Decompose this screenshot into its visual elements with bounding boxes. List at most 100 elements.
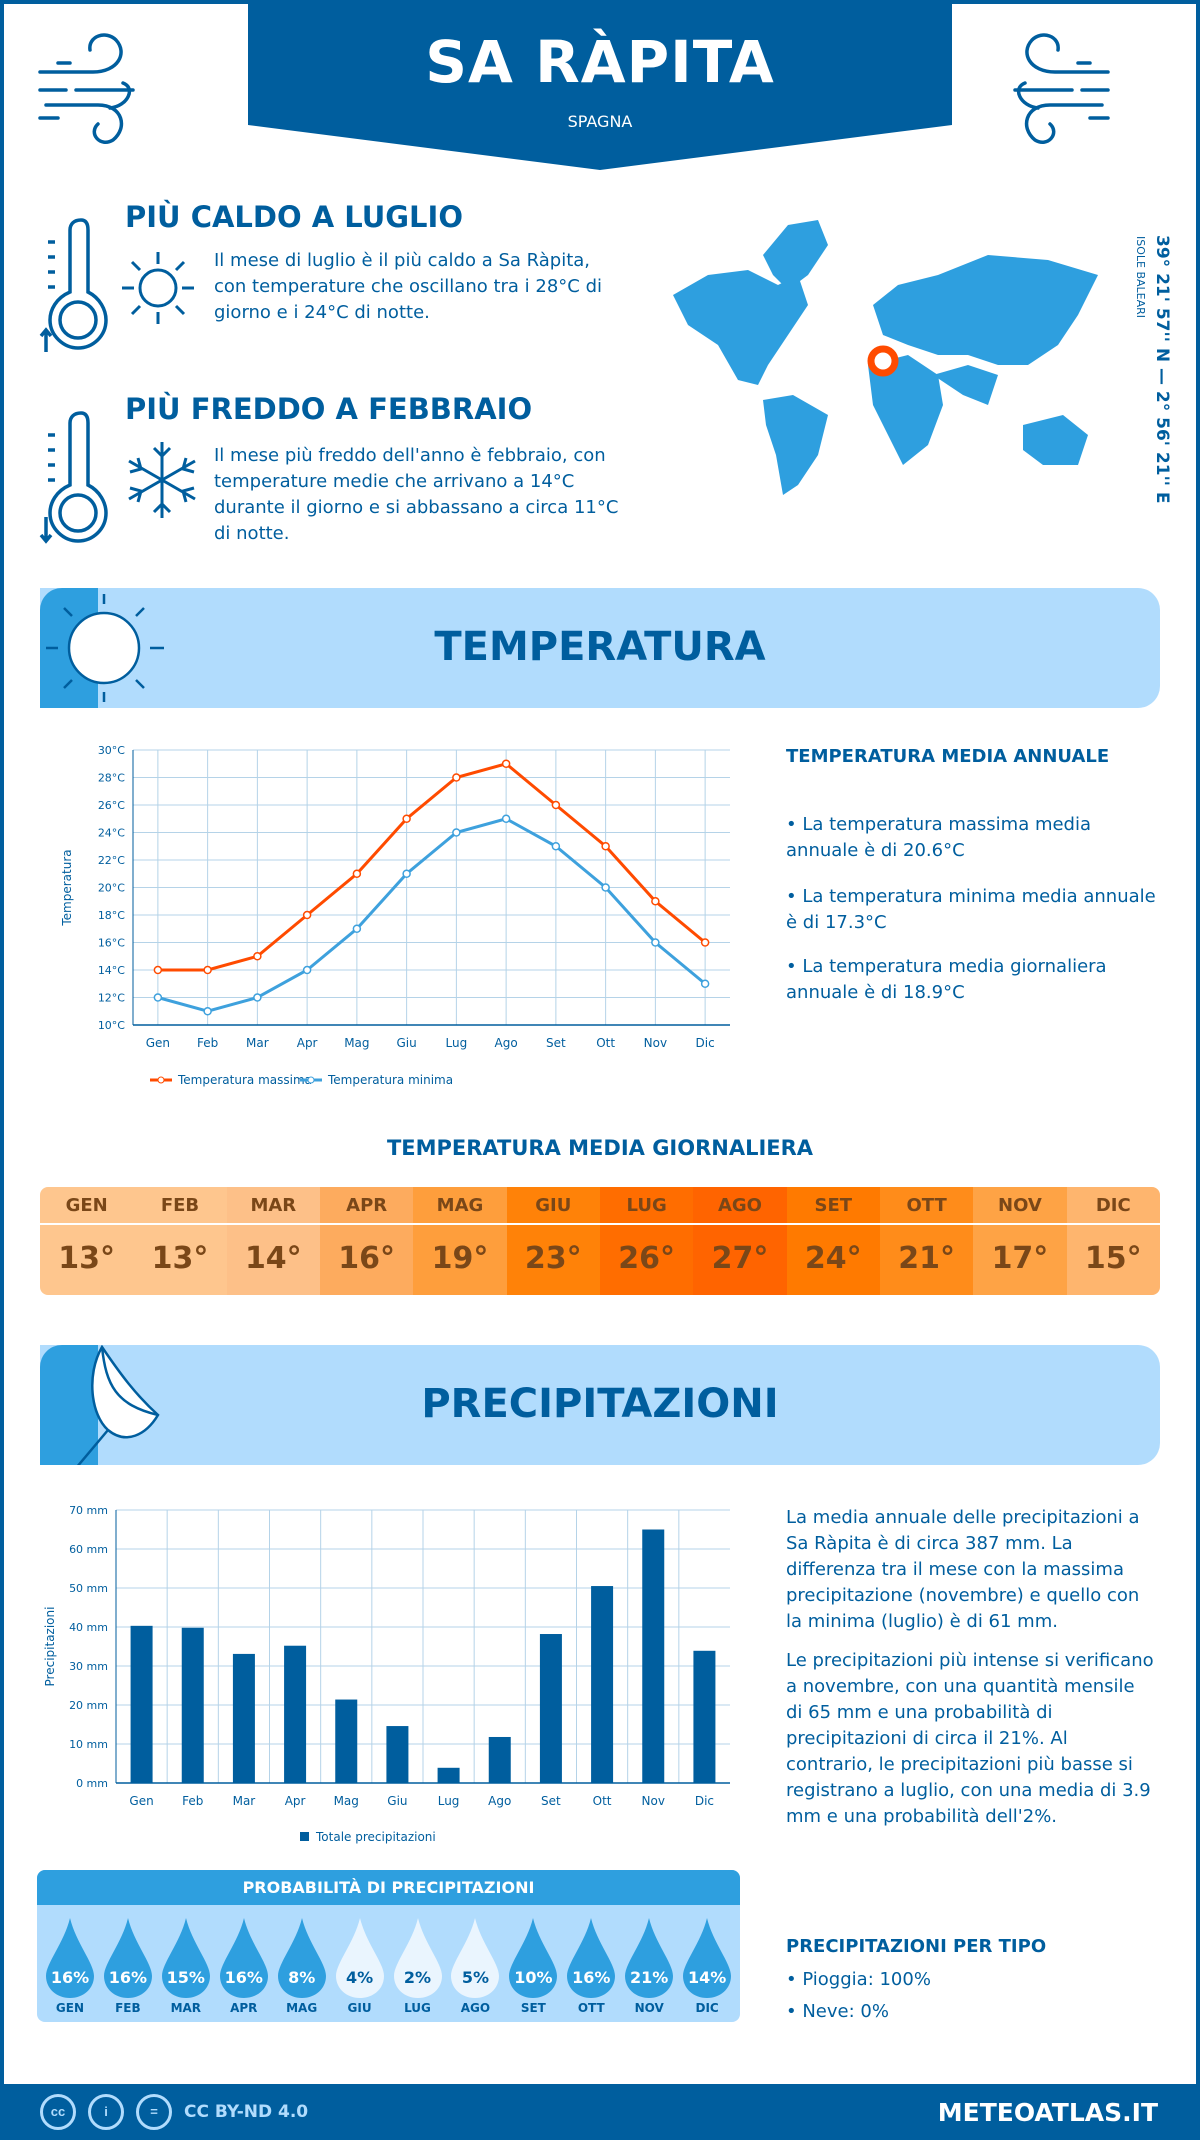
coordinates: 39° 21' 57'' N — 2° 56' 21'' E [1152, 235, 1172, 504]
y-tick-label: 10°C [98, 1019, 125, 1032]
temperature-banner: TEMPERATURA [40, 588, 1160, 708]
x-tick-label: Ott [593, 1794, 612, 1808]
raindrop-icon [161, 1918, 210, 1998]
bar-nov [642, 1529, 665, 1783]
x-tick-label: Gen [129, 1794, 153, 1808]
probability-value: 16% [50, 1968, 90, 1987]
data-point [501, 814, 511, 823]
x-tick-label: Lug [446, 1036, 468, 1050]
precip-type-title: PRECIPITAZIONI PER TIPO [786, 1936, 1047, 1957]
annual-mean-temp: • La temperatura media giornaliera annua… [786, 956, 1107, 1003]
probability-value: 21% [630, 1968, 669, 1987]
month-label: FEB [133, 1187, 227, 1225]
daily-temp-cell: FEB 13° [133, 1187, 227, 1295]
temp-value: 21° [898, 1241, 955, 1276]
umbrella-icon [76, 1345, 160, 1465]
raindrop-icon [335, 1918, 384, 1998]
legend-marker [157, 1076, 165, 1084]
temp-value: 26° [618, 1241, 675, 1276]
month-label: OTT [879, 1187, 974, 1225]
hottest-month-title: PIÙ CALDO A LUGLIO [125, 200, 463, 234]
x-tick-label: Set [541, 1794, 561, 1808]
data-point [203, 1007, 212, 1016]
month-label: APR [319, 1187, 414, 1225]
raindrop-icon [625, 1918, 674, 1998]
y-tick-label: 50 mm [69, 1582, 108, 1595]
temperature-chart: 10°C 12°C 14°C 16°C 18°C 20°C 22°C 24°C 26°C 28°C… [60, 744, 730, 1087]
daily-temp-table: GEN 13° FEB 13° MAR 14° APR 16° MAG 19° GIU 23° LUG 2… [40, 1187, 1160, 1295]
temp-value: 15° [1084, 1241, 1142, 1276]
x-tick-label: Apr [297, 1036, 318, 1050]
temp-value: 14° [244, 1241, 302, 1276]
raindrop-icon [277, 1918, 326, 1998]
raindrop-icon [567, 1918, 616, 1998]
month-label: SET [786, 1187, 880, 1225]
daily-temp-cell: MAR 14° [226, 1187, 320, 1295]
month-label: FEB [115, 2001, 141, 2015]
legend-swatch [300, 1832, 309, 1841]
y-tick-label: 30°C [98, 744, 125, 757]
precip-summary: La media annuale delle precipitazioni a … [786, 1507, 1140, 1632]
x-tick-label: Set [546, 1036, 566, 1050]
data-point [402, 869, 411, 878]
probability-drop: 10% SET [504, 1905, 562, 2022]
bar-ago [488, 1736, 511, 1783]
data-point [153, 965, 163, 975]
annual-min-temp: • La temperatura minima media annuale è … [786, 886, 1156, 933]
annual-temp-title: TEMPERATURA MEDIA ANNUALE [786, 746, 1110, 767]
probability-drop: 2% LUG [389, 1905, 447, 2022]
temp-value: 24° [804, 1241, 862, 1276]
temp-value: 13° [151, 1241, 209, 1276]
data-point [700, 938, 710, 947]
probability-value: 2% [403, 1968, 432, 1987]
series-line [157, 762, 707, 972]
data-point [203, 965, 212, 975]
y-tick-label: 24°C [98, 827, 125, 840]
site-link[interactable]: METEOATLAS.IT [937, 2098, 1158, 2127]
probability-value: 15% [166, 1968, 205, 1987]
location-marker [867, 345, 899, 377]
x-tick-label: Gen [146, 1036, 170, 1050]
data-point [302, 910, 312, 920]
x-tick-label: Ott [596, 1036, 615, 1050]
month-label: MAR [226, 1187, 320, 1225]
x-tick-label: Ago [495, 1036, 518, 1050]
x-tick-label: Giu [397, 1036, 417, 1050]
y-tick-label: 20 mm [69, 1699, 108, 1712]
y-tick-label: 14°C [98, 964, 125, 977]
data-point [551, 842, 561, 851]
precip-details: Le precipitazioni più intense si verific… [786, 1650, 1154, 1827]
data-point [302, 965, 312, 975]
license-label[interactable]: CC BY-ND 4.0 [184, 2102, 309, 2122]
temp-value: 23° [524, 1241, 582, 1276]
probability-title: PROBABILITÀ DI PRECIPITAZIONI [37, 1870, 740, 1905]
probability-drop: 14% DIC [678, 1905, 736, 2022]
page-title: SA RÀPITA [425, 28, 775, 96]
month-label: MAG [413, 1187, 507, 1225]
x-tick-label: Mar [233, 1794, 256, 1808]
y-tick-label: 28°C [98, 772, 125, 785]
probability-drop: 15% MAR [157, 1905, 215, 2022]
probability-value: 8% [288, 1968, 316, 1987]
month-label: LUG [599, 1187, 694, 1225]
probability-value: 10% [514, 1968, 553, 1987]
data-point [651, 897, 660, 906]
daily-temp-cell: MAG 19° [413, 1187, 507, 1295]
bar-dic [693, 1650, 716, 1783]
probability-value: 5% [461, 1968, 489, 1987]
daily-temp-cell: GEN 13° [40, 1187, 134, 1295]
legend-marker [307, 1076, 315, 1084]
raindrop-icon [46, 1918, 94, 1998]
temp-value: 19° [431, 1241, 489, 1276]
legend-label: Temperatura massima [177, 1073, 312, 1087]
daily-temp-cell: AGO 27° [693, 1187, 787, 1295]
x-tick-label: Mar [246, 1036, 269, 1050]
y-tick-label: 70 mm [69, 1504, 108, 1517]
x-tick-label: Feb [197, 1036, 218, 1050]
y-tick-label: 20°C [98, 882, 125, 895]
no-derivatives-icon: = [136, 2094, 172, 2130]
y-tick-label: 26°C [98, 799, 125, 812]
bar-mar [232, 1653, 255, 1783]
month-label: DIC [1066, 1187, 1160, 1225]
probability-drop: 8% MAG [273, 1905, 331, 2022]
